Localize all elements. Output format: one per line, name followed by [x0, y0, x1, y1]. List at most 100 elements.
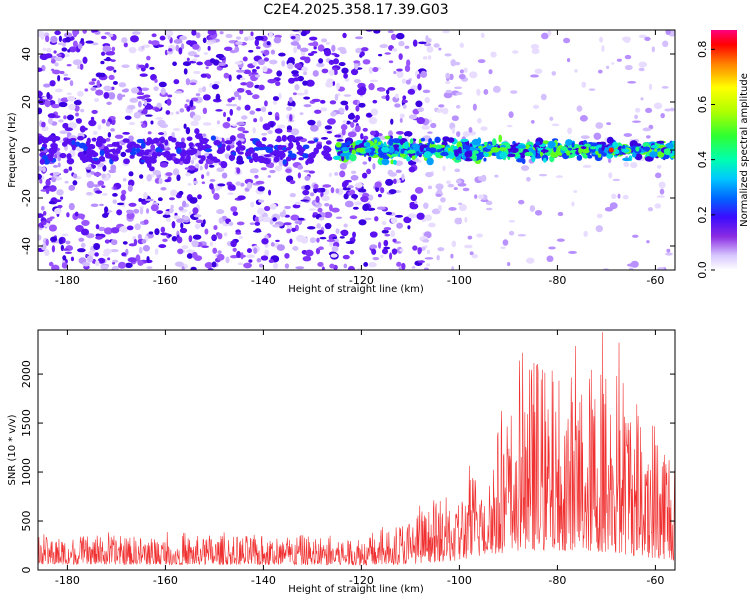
spectrogram-cell: [136, 96, 146, 100]
spectrogram-cell: [46, 92, 51, 99]
spectrogram-cell: [632, 120, 641, 123]
spectrogram-cell: [187, 182, 192, 186]
spectrogram-cell: [98, 226, 106, 232]
spectrogram-cell: [653, 102, 663, 110]
spectrogram-ridge-cell: [77, 135, 84, 141]
spectrogram-cell: [223, 111, 227, 118]
spectrogram-ridge-cell: [125, 148, 132, 153]
spectrogram-cell: [80, 108, 85, 113]
spectrogram-cell: [155, 117, 164, 120]
spectrogram-cell: [300, 236, 309, 244]
spectrogram-cell: [338, 62, 346, 67]
spectrogram-cell: [426, 249, 431, 255]
spectrogram-cell: [563, 37, 571, 44]
spectrogram-ridge-cell: [381, 158, 390, 166]
spectrogram-cell: [423, 202, 429, 209]
spectrogram-cell: [394, 93, 399, 99]
x-tick-label: -180: [55, 574, 80, 587]
spectrogram-cell: [317, 207, 323, 213]
spectrogram-cell: [258, 199, 265, 203]
spectrogram-cell: [272, 224, 280, 228]
spectrogram-ridge-cell: [403, 150, 408, 155]
spectrogram-cell: [188, 235, 193, 243]
spectrogram-cell: [286, 223, 293, 231]
spectrogram-cell: [91, 30, 99, 33]
spectrogram-cell: [39, 178, 43, 184]
spectrogram-cell: [54, 207, 62, 215]
spectrogram-cell: [185, 172, 191, 177]
spectrogram-cell: [126, 225, 134, 231]
spectrogram-cell: [112, 80, 118, 85]
spectrogram-ridge-cell: [263, 154, 272, 158]
spectrogram-cell: [55, 88, 63, 93]
spectrogram-cell: [139, 174, 144, 179]
spectrogram-cell: [193, 70, 201, 75]
spectrogram-cell: [328, 172, 333, 177]
spectrogram-cell: [662, 40, 669, 48]
spectrogram-ridge-cell: [394, 150, 399, 155]
spectrogram-cell: [617, 193, 621, 199]
spectrogram-cell: [408, 166, 416, 173]
spectrogram-cell: [450, 253, 454, 259]
spectrogram-cell: [540, 93, 547, 101]
spectrogram-cell: [384, 233, 391, 237]
spectrogram-cell: [321, 68, 329, 74]
spectrogram-cell: [167, 35, 171, 40]
spectrogram-cell: [644, 36, 651, 42]
spectrogram-cell: [394, 103, 401, 108]
spectrogram-cell: [506, 124, 513, 128]
spectrogram-cell: [607, 158, 612, 164]
spectrogram-cell: [512, 50, 519, 54]
spectrogram-cell: [441, 107, 449, 115]
spectrogram-cell: [342, 119, 347, 124]
spectrogram-cell: [315, 195, 320, 203]
spectrogram-cell: [85, 173, 92, 178]
spectrogram-cell: [61, 47, 68, 52]
spectrogram-cell: [54, 199, 62, 203]
spectrogram-cell: [100, 51, 106, 56]
spectrogram-cell: [179, 35, 188, 41]
spectrogram-ridge-cell: [621, 148, 630, 153]
spectrogram-cell: [393, 70, 397, 75]
spectrogram-cell: [152, 170, 161, 176]
spectrogram-cell: [282, 209, 286, 216]
spectrogram-cell: [654, 172, 662, 179]
colorbar-tick-label: 0.6: [696, 96, 709, 114]
spectrogram-cell: [596, 213, 603, 219]
spectrogram-ridge-cell: [341, 146, 349, 152]
spectrogram-cell: [444, 53, 452, 57]
spectrogram-cell: [640, 97, 644, 101]
spectrogram-cell: [324, 129, 334, 133]
spectrogram-cell: [477, 176, 485, 181]
spectrogram-cell: [122, 178, 127, 182]
spectrogram-cell: [80, 228, 90, 236]
spectrogram-cell: [121, 252, 127, 257]
spectrogram-cell: [68, 103, 76, 111]
spectrogram-cell: [149, 66, 155, 70]
spectrogram-cell: [392, 238, 397, 243]
spectrogram-cell: [238, 236, 244, 239]
spectrogram-cell: [173, 38, 183, 44]
spectrogram-cell: [237, 126, 246, 132]
spectrogram-cell: [185, 99, 190, 103]
spectrogram-cell: [517, 234, 527, 237]
spectrogram-ridge-cell: [663, 148, 671, 155]
spectrogram-cell: [139, 207, 144, 215]
colorbar-tick-label: 0.2: [696, 206, 709, 224]
spectrogram-cell: [330, 253, 338, 258]
spectrogram-cell: [377, 88, 386, 92]
spectrogram-cell: [457, 182, 467, 187]
spectrogram-cell: [192, 43, 200, 50]
spectrogram-cell: [191, 251, 198, 259]
spectrogram-ridge-cell: [333, 155, 341, 160]
spectrogram-cell: [476, 233, 484, 238]
spectrogram-cell: [395, 169, 402, 174]
spectrogram-cell: [422, 239, 430, 243]
spectrogram-ridge-cell: [510, 146, 519, 153]
spectrogram-cell: [451, 240, 457, 248]
spectrogram-cell: [63, 168, 69, 174]
spectrogram-ridge-cell: [349, 153, 357, 162]
spectrogram-cell: [290, 35, 296, 40]
spectrogram-cell: [304, 175, 311, 181]
spectrogram-cell: [102, 192, 108, 196]
